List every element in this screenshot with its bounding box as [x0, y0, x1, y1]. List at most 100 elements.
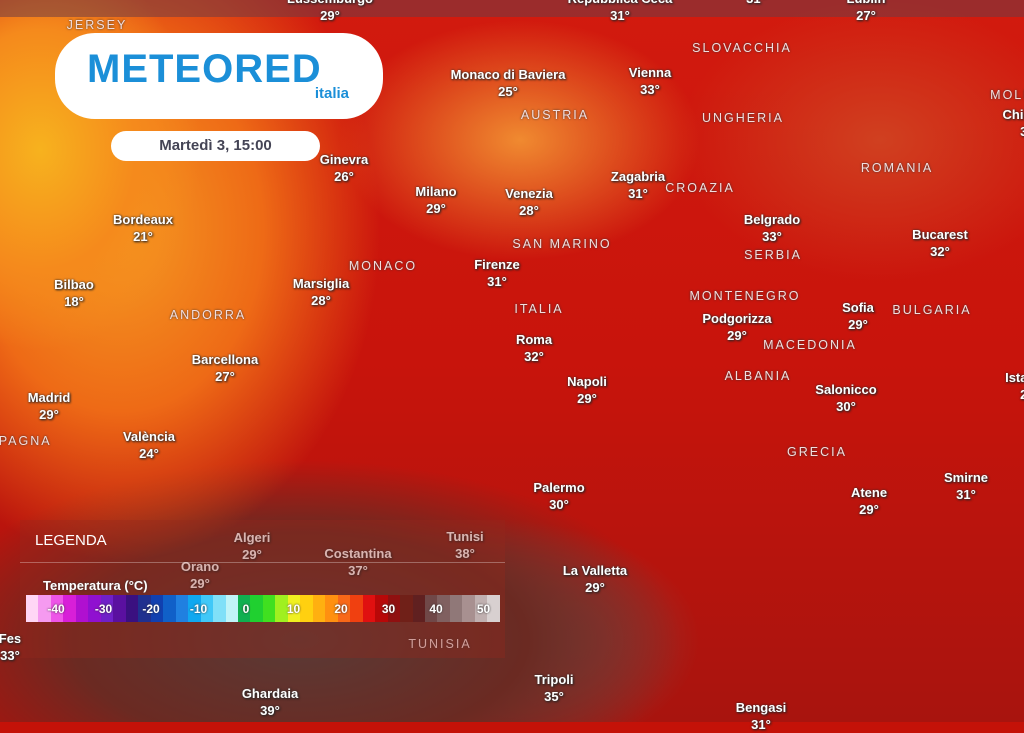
city-temperature: 29° [1020, 387, 1024, 402]
meteored-logo[interactable]: METEORED italia [55, 33, 383, 119]
city-label: Istanbul 29° [1005, 369, 1024, 403]
logo-brand: METEORED [87, 47, 322, 91]
country-label: ROMANIA [860, 161, 934, 175]
color-scale [26, 595, 500, 622]
city-label: Firenze 31° [474, 256, 520, 290]
city-temperature: 18° [64, 294, 84, 309]
country-label: ALBANIA [724, 369, 792, 383]
city-name: València [122, 429, 176, 444]
city-temperature: 33° [762, 229, 782, 244]
city-name: Monaco di Baviera [450, 67, 566, 82]
city-name: Bucarest [912, 227, 968, 242]
scale-swatch [200, 595, 214, 622]
city-temperature: 29° [585, 580, 605, 595]
city-name: Marsiglia [292, 276, 350, 291]
scale-swatch [325, 595, 338, 622]
city-label: Bordeaux 21° [113, 211, 173, 245]
legend-title: LEGENDA [35, 532, 107, 549]
city-name: Tripoli [534, 672, 574, 687]
city-label: Monaco di Baviera 25° [451, 66, 566, 100]
city-name: Salonicco [815, 382, 877, 397]
city-label: Madrid 29° [28, 389, 71, 423]
city-temperature: 33° [0, 648, 20, 663]
country-label: SPAGNA [0, 434, 52, 448]
city-name: Napoli [567, 374, 607, 389]
top-band [0, 0, 1024, 17]
city-temperature: 35° [544, 689, 564, 704]
scale-tick: -40 [47, 602, 65, 616]
scale-swatch [138, 595, 151, 622]
city-label: Salonicco 30° [815, 381, 876, 415]
country-label: ITALIA [514, 302, 564, 316]
city-temperature: 31° [751, 717, 771, 732]
city-temperature: 37° [348, 563, 368, 578]
scale-swatch [412, 595, 425, 622]
city-temperature: 27° [215, 369, 235, 384]
city-label: Bengasi 31° [736, 699, 787, 733]
scale-swatch [250, 595, 263, 622]
scale-swatch [213, 595, 226, 622]
city-label: Milano 29° [415, 183, 456, 217]
country-label: SERBIA [744, 248, 802, 262]
city-label: Tunisi 38° [446, 528, 483, 562]
scale-swatch [125, 595, 139, 622]
country-label: TUNISIA [408, 637, 472, 651]
city-temperature: 32° [524, 349, 544, 364]
city-name: Milano [415, 184, 457, 199]
scale-swatch [88, 595, 101, 622]
country-label: MONACO [348, 259, 418, 273]
logo-sub: italia [314, 85, 349, 102]
city-label: 31° [746, 0, 766, 7]
scale-swatch [237, 595, 251, 622]
scale-swatch [400, 595, 413, 622]
city-temperature: 25° [498, 84, 518, 99]
city-label: Ghardaia 39° [242, 685, 298, 719]
city-label: Napoli 29° [567, 373, 607, 407]
city-name: Sofia [842, 300, 874, 315]
scale-swatch [26, 595, 39, 622]
scale-swatch [362, 595, 376, 622]
scale-swatch [312, 595, 326, 622]
city-label: Lublin27° [847, 0, 886, 24]
scale-swatch [175, 595, 189, 622]
city-temperature: 31° [628, 186, 648, 201]
city-label: La Valletta 29° [563, 562, 627, 596]
scale-tick: 0 [242, 602, 250, 616]
city-name: Firenze [474, 257, 520, 272]
country-label: UNGHERIA [702, 111, 784, 125]
city-label: Roma 32° [516, 331, 552, 365]
city-label: Smirne 31° [944, 469, 988, 503]
city-temperature: 21° [133, 229, 153, 244]
city-temperature: 29° [577, 391, 597, 406]
city-name: La Valletta [562, 563, 628, 578]
city-label: Bilbao 18° [54, 276, 94, 310]
country-label: CROAZIA [665, 181, 735, 195]
country-label: ANDORRA [169, 308, 247, 322]
city-name: Ginevra [319, 152, 369, 167]
country-label: MOLDAVIA [990, 88, 1024, 102]
city-temperature: 31° [487, 274, 507, 289]
city-name: Chisinau [1002, 107, 1024, 122]
city-name: Lussemburgo [287, 0, 373, 7]
city-label: Orano 29° [181, 558, 219, 592]
scale-swatch [337, 595, 351, 622]
city-name: Palermo [533, 480, 585, 495]
scale-swatch [150, 595, 164, 622]
scale-swatch [487, 595, 500, 622]
city-label: Marsiglia 28° [293, 275, 349, 309]
scale-tick: 50 [476, 602, 491, 616]
city-name: Ghardaia [241, 686, 299, 701]
city-name: Tunisi [446, 529, 484, 544]
city-name: Fes [0, 631, 22, 646]
scale-swatch [437, 595, 450, 622]
scale-swatch [449, 595, 463, 622]
country-label: GRECIA [787, 445, 847, 459]
city-label: Fes 33° [0, 630, 21, 664]
city-label: Vienna 33° [629, 64, 671, 98]
date-time-label: Martedì 3, 15:00 [111, 131, 320, 161]
city-temperature: 39° [260, 703, 280, 718]
city-name: Madrid [27, 390, 71, 405]
city-name: Venezia [505, 186, 553, 201]
scale-tick: 30 [381, 602, 396, 616]
scale-swatch [100, 595, 114, 622]
